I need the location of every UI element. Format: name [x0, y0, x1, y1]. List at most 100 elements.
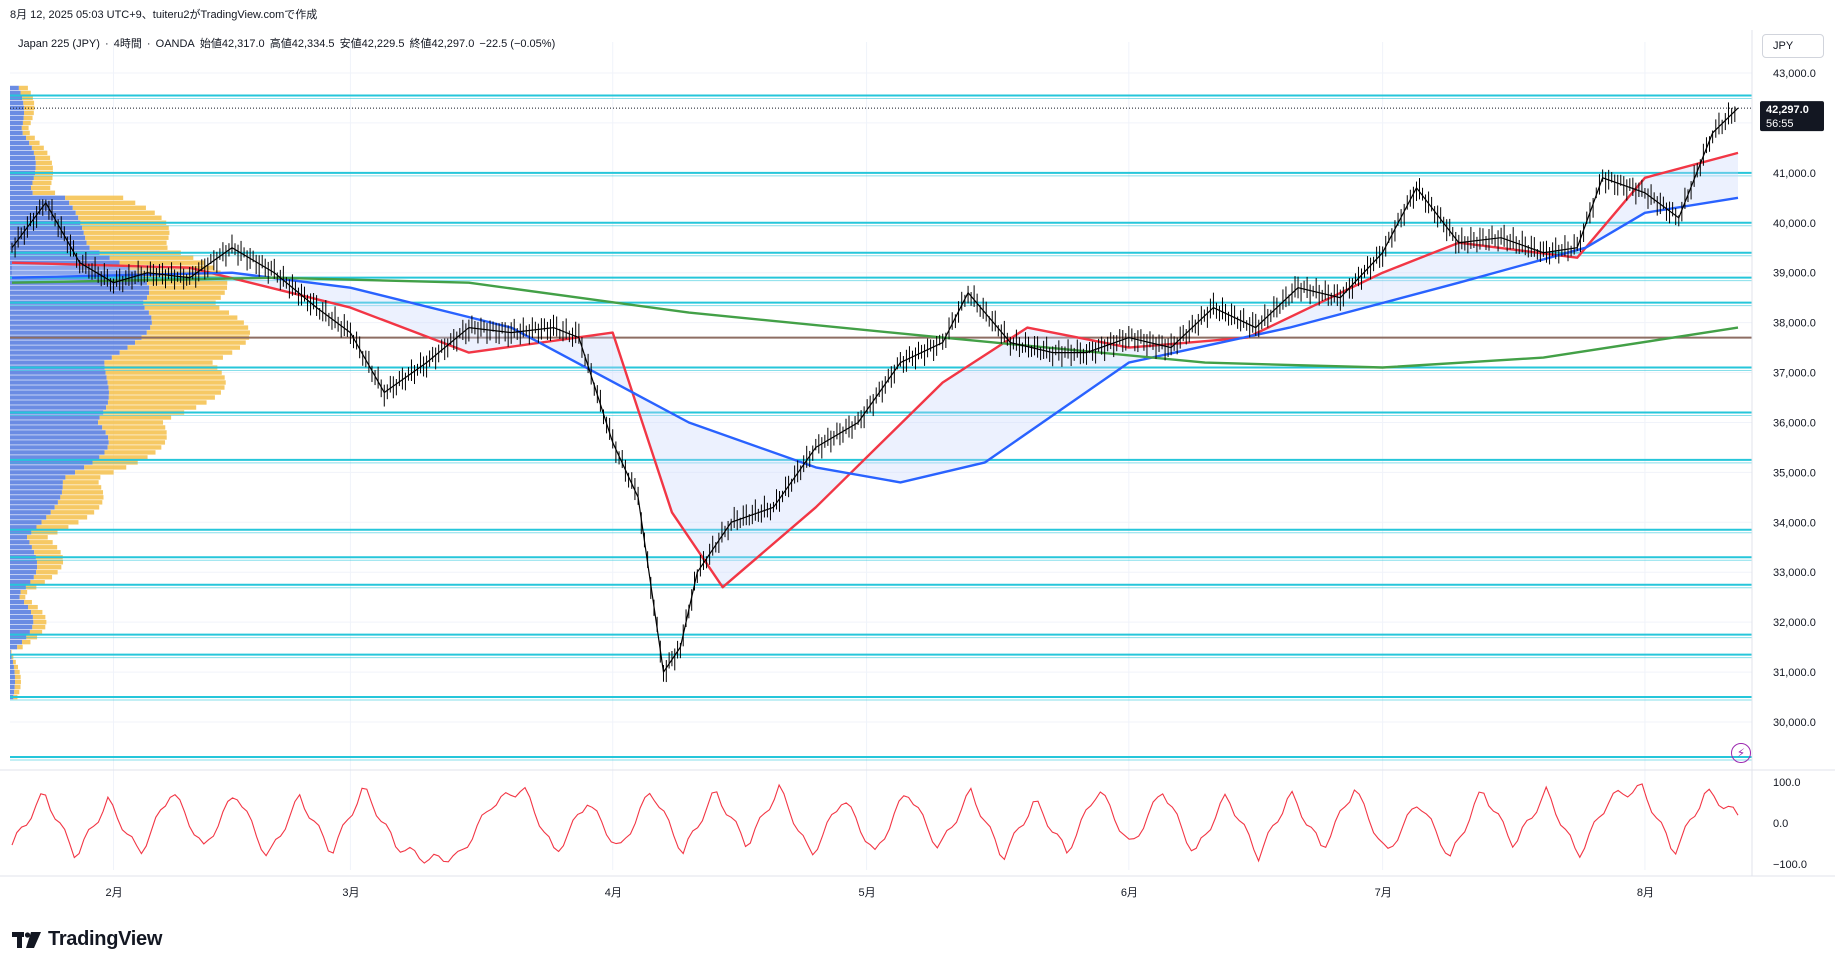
price-axis: 43,000.042,000.041,000.040,000.039,000.0…: [1773, 68, 1816, 729]
price-badge-bg: [1760, 101, 1824, 132]
price-tick-label: 38,000.0: [1773, 318, 1816, 330]
volume-bar-up: [10, 654, 12, 660]
volume-bar-up: [10, 445, 108, 450]
volume-bar-down: [31, 609, 43, 615]
volume-bar-up: [10, 355, 112, 360]
volume-bar-down: [106, 405, 197, 410]
volume-bar-up: [10, 150, 34, 156]
volume-bar-down: [61, 490, 104, 495]
lightning-icon[interactable]: ⚡: [1731, 743, 1751, 763]
volume-bar-down: [107, 445, 162, 450]
volume-bar-down: [148, 310, 230, 315]
volume-bar-down: [54, 505, 100, 510]
volume-bar-down: [31, 530, 58, 535]
volume-bar-down: [151, 320, 244, 325]
volume-bar-down: [108, 395, 215, 400]
volume-bar-up: [10, 634, 27, 640]
volume-bar-up: [10, 480, 63, 485]
currency-selector[interactable]: JPY: [1762, 34, 1824, 58]
volume-bar-down: [46, 515, 88, 520]
volume-bar-down: [29, 629, 43, 635]
volume-bar-down: [33, 175, 53, 181]
symbol-name[interactable]: Japan 225 (JPY): [18, 38, 100, 50]
volume-bar-up: [10, 305, 145, 310]
volume-bar-up: [10, 585, 26, 590]
volume-bar-down: [21, 639, 31, 645]
volume-bar-up: [10, 520, 42, 525]
volume-bar-up: [10, 290, 150, 295]
volume-bar-up: [10, 190, 33, 196]
volume-bar-down: [31, 545, 58, 550]
volume-bar-up: [10, 575, 34, 580]
volume-bar-up: [10, 545, 32, 550]
volume-bar-down: [144, 305, 220, 310]
volume-bar-down: [92, 460, 138, 465]
time-tick-label: 2月: [106, 887, 123, 899]
volume-bar-up: [10, 85, 19, 91]
volume-bar-up: [10, 90, 21, 96]
volume-bar-up: [10, 285, 150, 290]
price-tick-label: 31,000.0: [1773, 667, 1816, 679]
price-tick-label: 30,000.0: [1773, 717, 1816, 729]
price-badge-countdown: 56:55: [1766, 118, 1794, 130]
volume-bar-up: [10, 435, 109, 440]
volume-bar-up: [10, 95, 23, 101]
volume-bar-up: [10, 570, 37, 575]
volume-bar-down: [28, 604, 38, 610]
symbol-interval[interactable]: 4時間: [113, 38, 142, 50]
volume-bar-down: [23, 100, 35, 106]
volume-bar-down: [34, 550, 61, 555]
volume-bar-up: [10, 325, 151, 330]
volume-bar-down: [35, 165, 53, 171]
volume-bar-down: [17, 644, 23, 650]
volume-bar-down: [32, 614, 46, 620]
volume-bar-up: [10, 185, 32, 191]
volume-bar-up: [10, 295, 148, 300]
volume-bar-up: [10, 460, 93, 465]
volume-bar-up: [10, 644, 18, 650]
volume-bar-down: [78, 215, 162, 220]
volume-bar-up: [10, 140, 30, 146]
volume-bar-down: [111, 355, 223, 360]
volume-bar-up: [10, 110, 25, 116]
volume-bar-down: [32, 190, 56, 196]
volume-bar-up: [10, 320, 152, 325]
volume-bar-down: [14, 689, 20, 695]
volume-bar-up: [10, 619, 34, 625]
osc-tick-label: 0.0: [1773, 818, 1788, 830]
volume-bar-down: [84, 465, 127, 470]
volume-bar-up: [10, 145, 32, 151]
volume-bar-up: [10, 550, 35, 555]
volume-bar-down: [33, 575, 53, 580]
volume-bar-up: [10, 659, 13, 665]
time-tick-label: 6月: [1121, 887, 1138, 899]
symbol-info-line: Japan 225 (JPY) · 4時間 · OANDA 始値42,317.0…: [18, 38, 556, 50]
volume-bar-down: [33, 619, 47, 625]
volume-bar-up: [10, 639, 22, 645]
price-candles: [11, 102, 1739, 683]
osc-tick-label: 100.0: [1773, 777, 1801, 789]
volume-bar-down: [35, 155, 51, 161]
volume-bar-down: [13, 664, 19, 670]
volume-bar-down: [36, 570, 58, 575]
volume-bar-down: [83, 230, 170, 235]
volume-bar-up: [10, 195, 66, 201]
ohlc-open: 始値42,317.0: [199, 38, 265, 50]
price-tick-label: 39,000.0: [1773, 268, 1816, 280]
volume-bar-down: [62, 485, 102, 490]
volume-bar-up: [10, 684, 15, 690]
price-tick-label: 35,000.0: [1773, 467, 1816, 479]
volume-bar-down: [21, 125, 29, 131]
volume-bar-up: [10, 240, 87, 245]
volume-bar-down: [127, 345, 240, 350]
volume-bar-down: [26, 634, 38, 640]
price-tick-label: 36,000.0: [1773, 417, 1816, 429]
volume-bar-up: [10, 440, 109, 445]
volume-bar-up: [10, 265, 129, 270]
volume-bar-up: [10, 225, 83, 230]
volume-bar-up: [10, 380, 108, 385]
time-tick-label: 4月: [605, 887, 622, 899]
ohlc-close: 終値42,297.0: [409, 38, 475, 50]
volume-bar-up: [10, 649, 11, 655]
